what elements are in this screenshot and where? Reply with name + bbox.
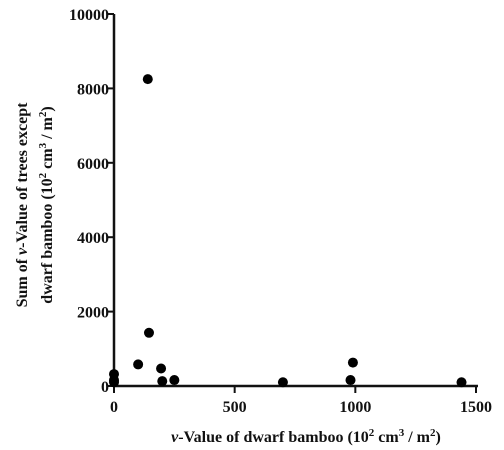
x-tick-label: 1000 [339, 399, 371, 416]
y-axis-title-line2: dwarf bamboo (102 cm3 / m2) [37, 106, 56, 303]
data-point [156, 363, 167, 374]
y-tick-label: 8000 [77, 81, 109, 98]
data-point [109, 377, 119, 388]
y-tick-label: 4000 [77, 230, 109, 247]
x-tick-label: 0 [110, 399, 118, 416]
y-axis-title: Sum of v-Value of trees except dwarf bam… [14, 102, 56, 308]
y-tick-label: 0 [101, 379, 109, 396]
x-tick-label: 500 [223, 399, 247, 416]
y-tick-label: 10000 [69, 7, 109, 24]
x-tick-label: 1500 [460, 399, 492, 416]
data-point [157, 376, 168, 387]
data-point [169, 375, 180, 386]
data-point [456, 377, 467, 388]
y-tick-label: 2000 [77, 305, 109, 322]
data-point [277, 377, 288, 388]
data-point [142, 74, 153, 85]
y-tick-label: 6000 [77, 156, 109, 173]
data-point [133, 359, 144, 370]
x-axis-title: v-Value of dwarf bamboo (102 cm3 / m2) [171, 427, 441, 446]
y-axis-title-line1: Sum of v-Value of trees except [14, 102, 31, 308]
data-point [143, 327, 154, 338]
axes [112, 14, 478, 388]
ticks: 0 500 1000 1500 0 2000 4000 6000 8000 10000 [69, 7, 492, 416]
data-points [109, 74, 467, 388]
data-point [347, 357, 358, 368]
data-point [345, 375, 356, 386]
